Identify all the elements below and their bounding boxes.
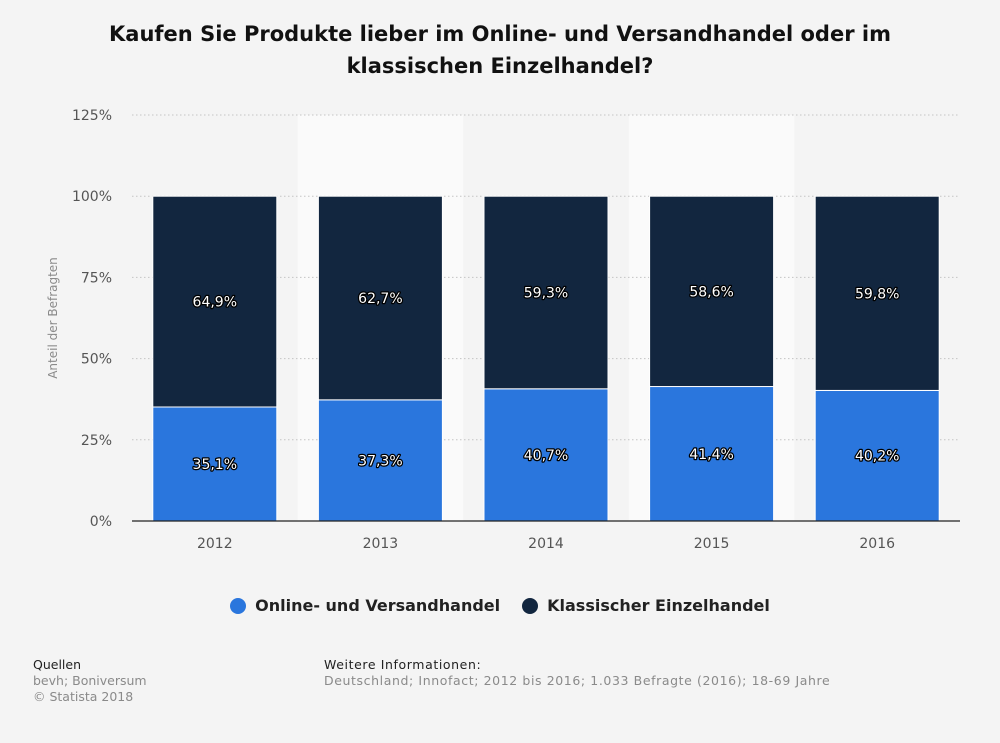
- x-tick-label-2016: 2016: [859, 536, 895, 552]
- data-label-2015-online: 41,4%: [689, 447, 733, 463]
- legend-swatch-online: [230, 597, 247, 614]
- legend-item-einzelhandel[interactable]: Klassischer Einzelhandel: [522, 596, 770, 615]
- sources-block: Quellen bevh; Boniversum © Statista 2018: [33, 657, 147, 705]
- data-label-2013-online: 37,3%: [358, 453, 402, 469]
- bar-2016-einzelhandel[interactable]: [814, 195, 940, 391]
- x-tick-label-2012: 2012: [197, 536, 233, 552]
- y-tick-label: 125%: [72, 108, 112, 124]
- legend-item-online[interactable]: Online- und Versandhandel: [230, 596, 500, 615]
- info-text: Deutschland; Innofact; 2012 bis 2016; 1.…: [324, 673, 831, 688]
- x-tick-label-2013: 2013: [363, 536, 399, 552]
- x-tick-label-2014: 2014: [528, 536, 564, 552]
- y-tick-label: 25%: [81, 433, 112, 449]
- info-block: Weitere Informationen: Deutschland; Inno…: [324, 657, 830, 689]
- y-tick-label: 100%: [72, 189, 112, 205]
- data-label-2016-einzelhandel: 59,8%: [855, 286, 899, 302]
- bar-2015-online[interactable]: [649, 386, 775, 522]
- data-label-2014-einzelhandel: 59,3%: [524, 286, 568, 302]
- y-tick-label: 75%: [81, 270, 112, 286]
- info-heading[interactable]: Weitere Informationen:: [324, 657, 482, 672]
- bar-2014-online[interactable]: [483, 388, 609, 522]
- y-tick-label: 50%: [81, 352, 112, 368]
- sources-text: bevh; Boniversum: [33, 673, 147, 688]
- chart-title-line-1: Kaufen Sie Produkte lieber im Online- un…: [109, 22, 891, 46]
- legend-label-einzelhandel: Klassischer Einzelhandel: [547, 596, 770, 615]
- chart-title: Kaufen Sie Produkte lieber im Online- un…: [60, 18, 940, 82]
- data-label-2016-online: 40,2%: [855, 449, 899, 465]
- chart-title-line-2: klassischen Einzelhandel?: [346, 54, 654, 78]
- y-tick-label: 0%: [90, 514, 112, 530]
- bar-2014-einzelhandel[interactable]: [483, 195, 609, 390]
- stacked-bar-chart: 0% 25% 50% 75% 100% 125% 35,1% 64,9% 37,3% 62,7%…: [46, 108, 960, 552]
- data-label-2012-online: 35,1%: [193, 457, 237, 473]
- bar-2015-einzelhandel[interactable]: [649, 195, 775, 388]
- copyright-text: © Statista 2018: [33, 689, 134, 704]
- data-label-2012-einzelhandel: 64,9%: [193, 295, 237, 311]
- legend: Online- und Versandhandel Klassischer Ei…: [0, 596, 1000, 615]
- sources-heading[interactable]: Quellen: [33, 657, 82, 672]
- bar-2013-einzelhandel[interactable]: [317, 195, 443, 401]
- x-tick-label-2015: 2015: [694, 536, 730, 552]
- bar-2012-online[interactable]: [152, 406, 278, 522]
- y-axis-label: Anteil der Befragten: [46, 257, 60, 379]
- data-label-2013-einzelhandel: 62,7%: [358, 291, 402, 307]
- data-label-2015-einzelhandel: 58,6%: [689, 284, 733, 300]
- bar-2012-einzelhandel[interactable]: [152, 195, 278, 408]
- data-label-2014-online: 40,7%: [524, 448, 568, 464]
- legend-label-online: Online- und Versandhandel: [255, 596, 501, 615]
- legend-swatch-einzelhandel: [522, 597, 539, 614]
